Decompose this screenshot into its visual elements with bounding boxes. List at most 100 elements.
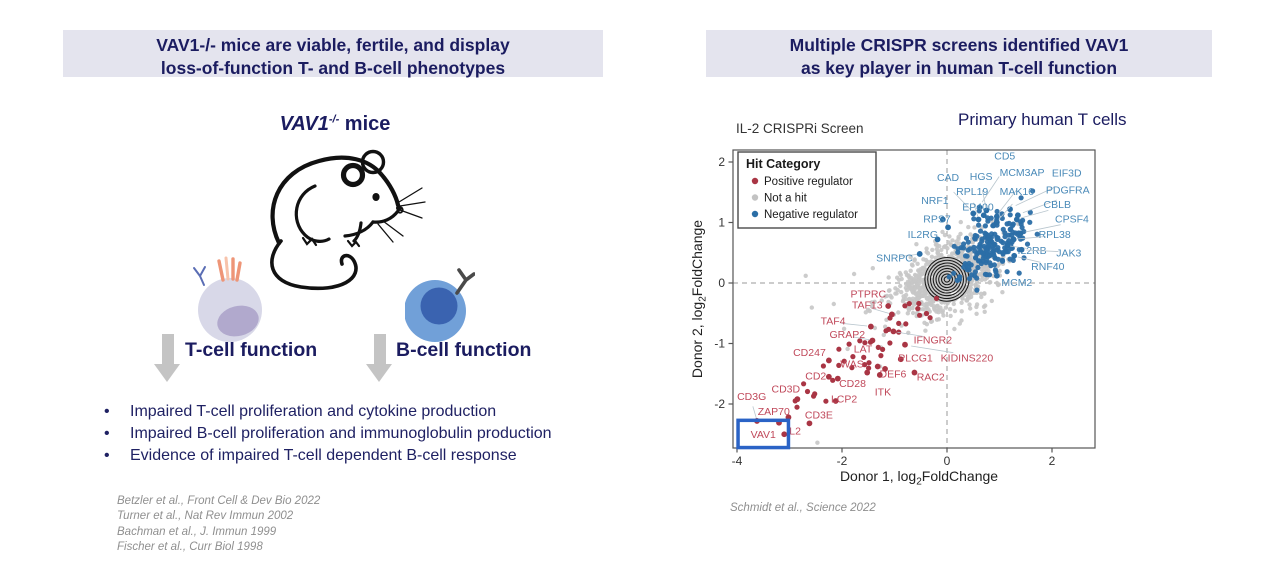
gene-label: CD2 [805,371,826,383]
gene-label: MAK16 [1000,186,1035,198]
tcr-receptor [217,257,242,282]
gene-label: RAC2 [917,371,945,383]
svg-text:-1: -1 [714,337,725,351]
gene-label: CBLB [1044,199,1071,211]
right-citation: Schmidt et al., Science 2022 [730,502,876,514]
gene-label: CD247 [793,347,826,359]
svg-text:-4: -4 [732,454,743,468]
legend-entry: Not a hit [764,193,808,205]
x-axis-label: Donor 1, log2FoldChange [840,468,998,488]
bcr-antibody-icon [455,268,475,295]
negative-gene-labels: CD5 CAD HGS MCM3AP EIF3D RPL19 MAK16 PDGFRA NRF1… [876,150,1090,288]
b-cell-down-arrow-icon [366,334,393,384]
axes: -4 -2 0 2 -2 -1 0 1 2 Donor 1, log2FoldChange Dono… [689,149,1096,488]
mice-title-suffix: mice [339,113,391,135]
citation-line: Fischer et al., Curr Biol 1998 [117,540,263,553]
gene-label: WAS [840,359,864,371]
gene-label: CD28 [839,378,866,390]
bullet-item: • Impaired B-cell proliferation and immun… [104,425,552,442]
svg-text:2: 2 [718,155,725,169]
svg-text:2: 2 [1049,454,1056,468]
gene-label: PDGFRA [1046,184,1090,196]
t-cell-function-label: T-cell function [185,339,318,361]
vav1-label: VAV1 [751,429,776,441]
left-header-line2: loss-of-function T- and B-cell phenotype… [160,57,506,78]
gene-label: LCP2 [831,394,857,406]
left-header-line1: VAV1-/- mice are viable, fertile, and di… [156,35,510,55]
gene-label: JAK3 [1056,247,1081,259]
right-header-line1: Multiple CRISPR screens identified VAV1 [789,35,1129,55]
gene-label: MCM2 [1001,277,1032,289]
gene-label: HGS [970,171,993,183]
gene-label: RPS7 [923,213,951,225]
b-cell-function-label: B-cell function [396,339,532,361]
gene-label: IFNGR2 [914,334,953,346]
legend-entry: Negative regulator [764,209,858,221]
vav1-highlight: VAV1 [736,418,791,450]
gene-label: DEF6 [880,368,907,380]
legend-title: Hit Category [746,157,820,171]
positive-regulator-points [792,295,940,410]
citation-line: Turner et al., Nat Rev Immun 2002 [117,510,294,523]
mouse-nose [396,205,402,211]
primary-t-cells-label: Primary human T cells [958,110,1127,129]
svg-text:0: 0 [944,454,951,468]
gene-label: RPL38 [1039,229,1071,241]
gene-label: EIF3D [1052,167,1082,179]
gene-label: CD3G [737,391,766,403]
gene-label: GRAP2 [829,329,865,341]
legend: Hit Category Positive regulator Not a hit N… [737,151,877,229]
phenotype-bullet-list: • Impaired T-cell proliferation and cytok… [98,403,618,469]
gene-label: PTPRC [850,288,886,300]
gene-label: EP400 [962,201,994,213]
svg-text:-2: -2 [837,454,848,468]
svg-text:-2: -2 [714,397,725,411]
gene-label: CPSF4 [1055,213,1089,225]
mice-title: VAV1-/- mice [230,113,440,136]
mouse-eye [372,193,380,201]
mouse-illustration-icon [270,149,426,291]
gene-label: TAF4 [821,316,846,328]
gene-label: LAT [854,343,873,355]
gene-label: CAD [937,172,960,184]
svg-text:1: 1 [718,216,725,230]
gene-label: NRF1 [921,195,949,207]
gene-label: RNF40 [1031,261,1064,273]
bullet-item: • Impaired T-cell proliferation and cytok… [104,403,497,420]
knockout-superscript: -/- [328,113,340,126]
t-cell-down-arrow-icon [154,334,181,384]
citation-line: Bachman et al., J. Immun 1999 [117,525,277,538]
right-header: Multiple CRISPR screens identified VAV1 … [706,30,1212,78]
gene-label: CD5 [994,150,1015,162]
gene-label: TAF13 [852,299,883,311]
y-axis-label: Donor 2, log2FoldChange [689,220,709,378]
gene-label: RPL19 [956,186,988,198]
right-header-line2: as key player in human T-cell function [800,57,1118,78]
vav1-highlight-box [736,418,791,450]
gene-label: IL2RG [908,229,938,241]
legend-entry: Positive regulator [764,176,853,188]
left-citations: Betzler et al., Front Cell & Dev Bio 202… [117,494,320,555]
small-antibody-icon [193,266,206,286]
bullet-item: • Evidence of impaired T-cell dependent B… [104,447,517,464]
t-cell-icon [193,256,262,342]
b-cell-icon [405,268,475,342]
negative-regulator-points [946,188,1040,293]
gene-label: CD3D [772,383,801,395]
gene-label: ITK [875,386,891,398]
gene-label: CD3E [805,409,833,421]
plot-title: IL-2 CRISPRi Screen [736,121,864,136]
citation-line: Betzler et al., Front Cell & Dev Bio 202… [117,495,321,507]
gene-label: IL2RB [1017,245,1046,257]
gene-name: VAV1 [279,113,329,135]
gene-label: PLCG1 [898,353,933,365]
gene-label: KIDINS220 [941,353,994,365]
gene-label: SNRPC [876,253,913,265]
gene-label: MCM3AP [1000,167,1045,179]
svg-text:0: 0 [718,276,725,290]
gene-label: ZAP70 [758,406,790,418]
left-header: VAV1-/- mice are viable, fertile, and di… [63,30,603,78]
